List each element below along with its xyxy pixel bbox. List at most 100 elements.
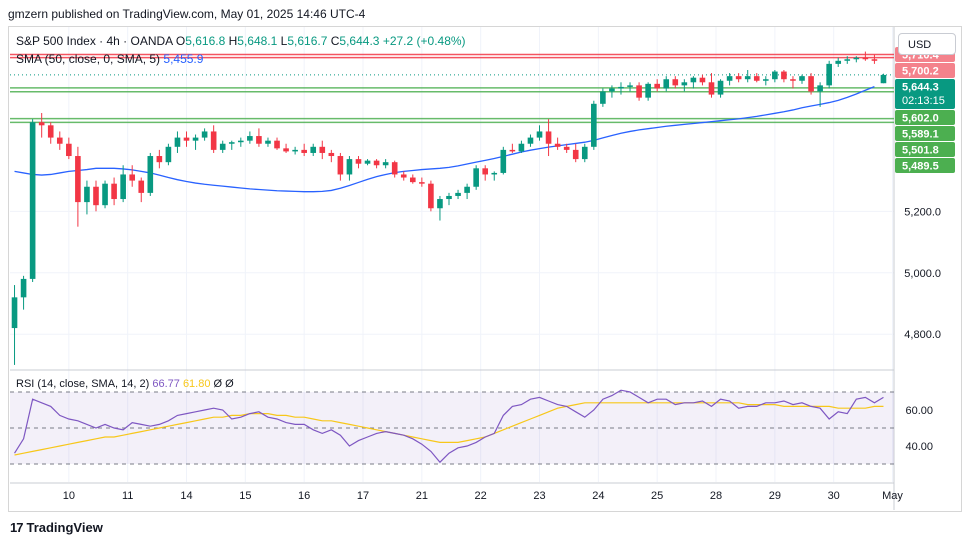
candle-body	[138, 180, 145, 193]
publish-info: gmzern published on TradingView.com, May…	[8, 7, 366, 21]
candle	[880, 73, 887, 84]
candle-body	[545, 131, 552, 144]
candle	[545, 119, 552, 157]
candle-body	[572, 149, 579, 160]
candle	[437, 195, 443, 221]
price-label-bg	[895, 126, 955, 142]
price-tick-label: 4,800.0	[904, 329, 941, 341]
candle	[265, 137, 271, 147]
sma-line	[14, 85, 875, 193]
candle	[147, 152, 154, 196]
candle-body	[238, 140, 244, 143]
price-label-support: 5,602.0	[895, 110, 955, 126]
candle	[20, 275, 27, 310]
high-label: H	[228, 34, 238, 48]
rsi-lines	[14, 389, 884, 464]
candle	[862, 51, 869, 61]
close-label: C	[330, 34, 340, 48]
candle	[591, 100, 597, 150]
candle	[292, 146, 298, 155]
candle-body	[20, 278, 27, 298]
candle-body	[174, 137, 181, 147]
sma-value: 5,455.9	[163, 52, 204, 66]
candle	[47, 122, 54, 144]
candle-body	[319, 146, 326, 153]
candle-body	[500, 149, 507, 173]
candle-body	[654, 83, 660, 89]
candle-body	[726, 76, 733, 81]
time-tick-label: 29	[769, 490, 781, 502]
price-tick-label: 5,200.0	[904, 206, 941, 218]
time-tick-label: 21	[416, 490, 428, 502]
candle	[165, 143, 172, 166]
candle	[319, 140, 326, 160]
candle-body	[563, 146, 570, 150]
change-value: +27.2 (+0.48%)	[382, 34, 466, 48]
candle-body	[735, 76, 742, 80]
candle-body	[75, 156, 81, 203]
candle	[301, 143, 307, 157]
price-label-text: 5,489.5	[902, 161, 939, 173]
candle-body	[808, 76, 814, 92]
candle-body	[853, 57, 860, 60]
candle	[699, 74, 706, 86]
candle	[772, 70, 778, 83]
price-label-text: 5,644.3	[902, 82, 939, 94]
candle	[310, 143, 317, 157]
candle	[75, 146, 81, 227]
candle-body	[210, 131, 217, 150]
candle-body	[636, 85, 642, 98]
candle-body	[346, 159, 353, 175]
candle	[84, 180, 90, 215]
candle-body	[862, 57, 869, 60]
candle	[192, 134, 199, 150]
candle	[156, 149, 163, 169]
candle-body	[11, 297, 18, 329]
price-tick-label: 5,000.0	[904, 268, 941, 280]
candle	[473, 165, 479, 190]
candle-body	[518, 143, 525, 152]
candle-body	[690, 77, 697, 83]
rsi-label[interactable]: RSI (14, close, SMA, 14, 2)	[16, 378, 150, 390]
candle	[717, 79, 724, 98]
candle	[572, 143, 579, 163]
candle	[835, 57, 842, 67]
candle	[527, 134, 534, 147]
candle	[400, 171, 407, 181]
candle-body	[581, 146, 588, 160]
candle	[247, 131, 253, 144]
time-tick-label: May	[882, 490, 903, 502]
candle	[373, 159, 380, 169]
grid	[10, 27, 895, 510]
symbol-label[interactable]: S&P 500 Index · 4h · OANDA	[16, 34, 173, 48]
high-value: 5,648.1	[237, 34, 278, 48]
candle	[364, 159, 371, 166]
time-tick-label: 24	[592, 490, 604, 502]
time-tick-label: 16	[298, 490, 310, 502]
candle	[609, 85, 615, 98]
candle	[29, 119, 36, 282]
candle-body	[228, 142, 235, 144]
candle-body	[247, 136, 253, 141]
time-tick-label: 23	[533, 490, 545, 502]
candle	[428, 180, 434, 212]
price-label-resistance: 5,700.2	[895, 63, 955, 79]
candle	[808, 73, 814, 95]
candle-body	[835, 60, 842, 64]
open-label: O	[175, 34, 186, 48]
candle-body	[274, 140, 280, 149]
candle	[66, 137, 72, 160]
candle	[672, 76, 679, 89]
price-label-last: 5,644.302:13:15	[895, 79, 955, 110]
candle-body	[47, 125, 54, 138]
candle-body	[355, 159, 362, 164]
currency-selector[interactable]: USD	[898, 33, 956, 55]
candle	[455, 189, 461, 200]
sma-label[interactable]: SMA (50, close, 0, SMA, 5)	[16, 52, 161, 66]
ohlc-legend: S&P 500 Index · 4h · OANDA O5,616.8 H5,6…	[16, 34, 466, 48]
candle	[283, 143, 289, 153]
candle	[781, 70, 787, 83]
candle	[853, 56, 860, 63]
candle	[183, 131, 190, 147]
